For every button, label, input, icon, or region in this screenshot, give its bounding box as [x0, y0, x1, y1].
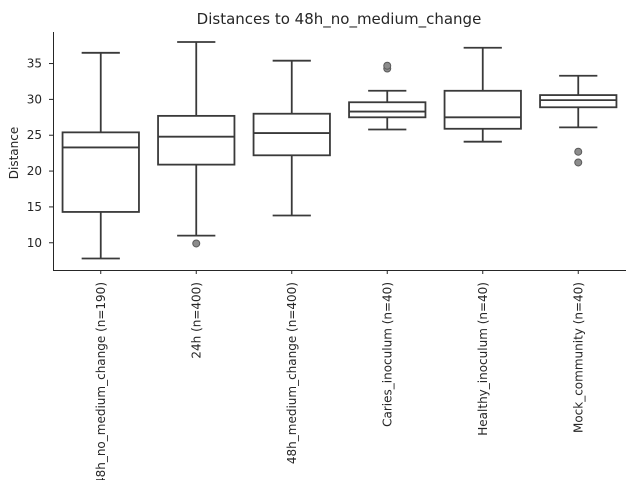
x-axis-ticks: 48h_no_medium_change (n=190) 24h (n=400) 4…: [94, 270, 585, 480]
iqr-box: [443, 89, 522, 130]
y-tick-label: 15: [27, 200, 42, 214]
iqr-box: [539, 94, 618, 109]
iqr-box: [252, 112, 331, 157]
outlier-point: [192, 239, 201, 248]
x-tick-label: Healthy_inoculum (n=40): [476, 282, 490, 436]
boxes-group: [61, 41, 618, 260]
outlier-point: [574, 147, 583, 156]
y-tick-label: 35: [27, 57, 42, 71]
box-group: [157, 41, 236, 248]
chart-title: Distances to 48h_no_medium_change: [197, 10, 482, 29]
y-axis-ticks: 10 15 20 25 30 35: [27, 57, 53, 250]
y-tick-label: 30: [27, 92, 42, 106]
iqr-box: [61, 131, 140, 213]
x-tick-label: Mock_community (n=40): [571, 282, 585, 433]
outlier-point: [574, 158, 583, 167]
x-tick-label: Caries_inoculum (n=40): [380, 282, 394, 427]
x-tick-label: 48h_medium_change (n=400): [285, 282, 299, 464]
box-group: [252, 59, 331, 217]
iqr-box: [348, 101, 427, 119]
iqr-box: [157, 114, 236, 166]
x-tick-label: 24h (n=400): [189, 282, 203, 359]
y-tick-label: 25: [27, 128, 42, 142]
box-group: [539, 74, 618, 167]
outlier-point: [383, 61, 392, 70]
box-group: [348, 61, 427, 131]
y-axis-label: Distance: [7, 127, 21, 179]
box-group: [61, 51, 140, 260]
x-tick-label: 48h_no_medium_change (n=190): [94, 282, 108, 480]
box-group: [443, 46, 522, 143]
y-tick-label: 10: [27, 236, 42, 250]
y-tick-label: 20: [27, 164, 42, 178]
